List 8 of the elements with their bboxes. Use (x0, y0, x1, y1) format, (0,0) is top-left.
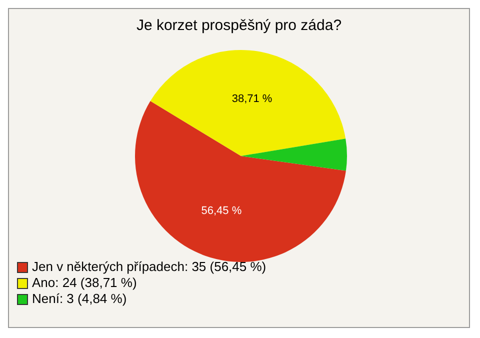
legend-label: Jen v některých případech: 35 (56,45 %) (32, 259, 266, 275)
data-label: 38,71 % (232, 92, 272, 105)
data-label: 56,45 % (201, 204, 242, 217)
pie-slice (241, 138, 347, 171)
chart-title: Je korzet prospěšný pro záda? (135, 17, 343, 34)
legend-label: Ano: 24 (38,71 %) (32, 275, 137, 291)
pie-slice (150, 50, 346, 156)
legend-label: Není: 3 (4,84 %) (32, 291, 127, 307)
